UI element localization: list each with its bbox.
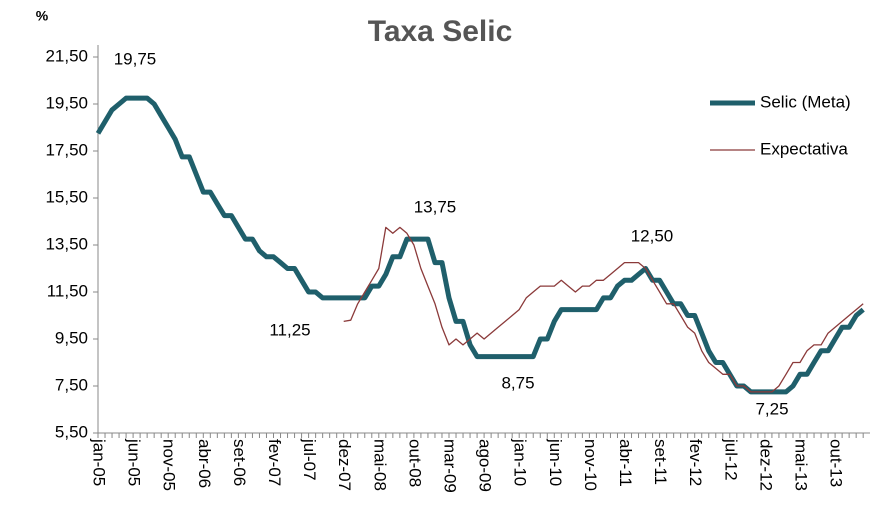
annotation: 19,75 (114, 49, 157, 68)
legend-label: Selic (Meta) (760, 92, 851, 111)
x-tick-label: set-11 (651, 439, 670, 485)
x-tick-label: jun-10 (546, 438, 565, 486)
series-line (343, 226, 864, 393)
x-tick-label: mai-13 (792, 439, 811, 491)
x-tick-label: ago-09 (476, 439, 495, 492)
y-tick-label: 9,50 (55, 328, 88, 347)
x-tick-label: jul-07 (300, 438, 319, 481)
y-tick-label: 13,50 (45, 234, 88, 253)
x-tick-label: nov-05 (160, 439, 179, 491)
x-tick-label: abr-06 (195, 439, 214, 488)
annotation: 7,25 (755, 399, 788, 418)
x-tick-label: jul-12 (721, 438, 740, 481)
x-tick-label: jan-05 (90, 438, 109, 486)
x-tick-label: dez-07 (335, 439, 354, 491)
x-tick-label: fev-12 (686, 439, 705, 486)
annotation: 8,75 (501, 373, 534, 392)
y-tick-label: 17,50 (45, 140, 88, 159)
series-line (95, 95, 865, 395)
x-tick-label: jun-05 (125, 438, 144, 486)
annotation: 11,25 (269, 320, 310, 339)
y-tick-label: 15,50 (45, 187, 88, 206)
x-tick-label: dez-12 (756, 439, 775, 491)
y-tick-label: 5,50 (55, 422, 88, 441)
y-tick-label: 11,50 (47, 281, 88, 300)
annotation: 13,75 (414, 197, 457, 216)
y-tick-label: 19,50 (45, 93, 88, 112)
legend-label: Expectativa (760, 139, 848, 158)
x-tick-label: out-08 (405, 439, 424, 487)
x-tick-label: mar-09 (441, 439, 460, 493)
chart-title: Taxa Selic (368, 15, 513, 48)
x-tick-label: jan-10 (511, 438, 530, 486)
x-tick-label: nov-10 (581, 439, 600, 491)
y-unit: % (36, 8, 49, 24)
x-tick-label: mai-08 (370, 439, 389, 491)
y-tick-label: 7,50 (55, 375, 88, 394)
annotation: 12,50 (631, 226, 674, 245)
y-tick-label: 21,50 (45, 46, 88, 65)
x-tick-label: out-13 (827, 439, 846, 487)
x-tick-label: set-06 (230, 439, 249, 486)
x-tick-label: fev-07 (265, 439, 284, 486)
x-tick-label: abr-11 (616, 439, 635, 487)
